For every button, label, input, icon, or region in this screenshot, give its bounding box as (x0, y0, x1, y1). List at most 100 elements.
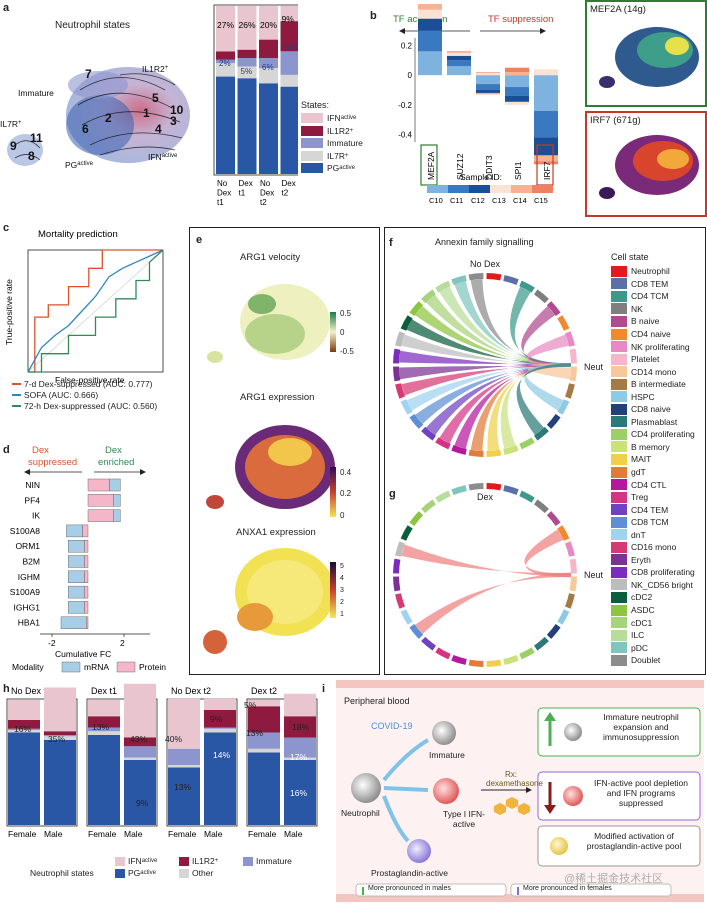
x-tick-label: Male (124, 829, 143, 839)
cell-state-swatch (611, 403, 627, 415)
sample-id: C12 (471, 196, 485, 205)
y-tick-label: 0.2 (401, 41, 413, 50)
chord-sector (421, 636, 436, 651)
cell-state-name: pDC (631, 642, 649, 653)
umap-state-annotations: IL1R2+ Immature IL7R+ PGactive IFNactive (0, 64, 178, 170)
cell-state-item: ASDC (611, 604, 695, 617)
bar-segment (534, 155, 558, 162)
bar-segment (8, 700, 40, 720)
chord-sector (395, 541, 405, 557)
bar-segment (284, 693, 316, 717)
chord-sector (503, 655, 519, 665)
x-tick-label: t1 (217, 198, 224, 207)
group-title: No Dex t1 (11, 686, 51, 696)
bar-segment (8, 732, 40, 825)
cell-state-swatch (611, 453, 627, 465)
arg1-expression-title: ARG1 expression (240, 392, 315, 403)
gene-label: SUZ12 (455, 153, 465, 180)
legend-item: IL1R2 + (301, 125, 363, 138)
peripheral-blood-label: Peripheral blood (344, 696, 410, 706)
chord-sector (486, 449, 502, 457)
mrna-bar (67, 601, 85, 614)
bar-segment (237, 6, 257, 50)
x-tick-label: t2 (282, 189, 289, 198)
irf7-umap-label: IRF7 (671g) (590, 115, 641, 126)
chord-ribbon (487, 363, 571, 451)
legend-label: Immature (327, 138, 363, 149)
neutrophil-states-legend: IFN active IL1R2 + Immature PG active Other (115, 855, 315, 879)
expression-colorbar (330, 467, 336, 517)
panel-a-title: Neutrophil states (55, 20, 131, 31)
bar-segment (259, 68, 278, 84)
bar-segment (505, 67, 529, 73)
cell-state-item: Doublet (611, 654, 695, 667)
chord-sector (393, 348, 401, 364)
bar-segment (284, 737, 316, 758)
bar-segment (534, 137, 558, 156)
legend-swatch (301, 150, 323, 161)
annot-ifn: IFN (148, 152, 162, 162)
enriched-arrowhead (140, 469, 146, 475)
anxa1-expression-umap (203, 548, 335, 654)
bar-segment (44, 687, 76, 732)
roc-legend-line (12, 404, 21, 407)
cell-state-name: CD4 TEM (631, 504, 669, 515)
chord-sector (393, 558, 401, 574)
chord-sector (468, 449, 484, 457)
dexamethasone-icon (494, 797, 530, 815)
bar-segment (476, 84, 500, 90)
x-tick-label: Male (284, 829, 303, 839)
chord-ribbon (454, 281, 571, 367)
roc-legend: 7-d Dex-suppressed (AUC: 0.777) SOFA (AUC… (12, 378, 157, 411)
data-label: 18% (292, 722, 309, 732)
roc-legend-text: SOFA (AUC: 0.666) (24, 389, 99, 400)
state-legend-swatch (243, 856, 253, 866)
chord-sector (393, 366, 401, 382)
states-legend-title: States: (301, 100, 330, 110)
bar-segment (216, 63, 235, 77)
protein-bar (85, 616, 89, 629)
bar-segment (534, 161, 558, 165)
bar-segment (248, 700, 280, 707)
chord-sector (400, 399, 413, 415)
x-tick-label: No (260, 179, 271, 188)
cell-state-swatch (611, 479, 627, 491)
x-axis-label: False-positive rate (55, 375, 125, 385)
cell-state-swatch (611, 303, 627, 315)
roc-curve (28, 249, 164, 373)
annexin-title: Annexin family signalling (435, 237, 534, 247)
state-legend-swatch (179, 856, 189, 866)
suppression-arrowhead (540, 28, 546, 34)
sample-swatch (511, 185, 532, 193)
cell-state-name: CD8 naive (631, 404, 671, 415)
state-legend-label: Immature (256, 856, 292, 866)
modality-label: Modality (12, 662, 44, 672)
bar-segment (534, 75, 558, 111)
chord-ribbon (470, 363, 571, 451)
expression-scale-bottom: 0 (340, 511, 345, 520)
roc-frame (27, 249, 164, 373)
bar-segment (259, 6, 278, 40)
bar-segment (476, 72, 500, 76)
cell-state-name: Neutrophil (631, 266, 670, 277)
cell-state-name: cDC2 (631, 592, 653, 603)
protein-bar (84, 555, 89, 568)
expression-scale-top: 0.4 (340, 468, 352, 477)
bar-segment (418, 30, 442, 52)
prostaglandin-cell-icon (407, 839, 431, 863)
chord-sector (395, 593, 405, 609)
gene-label: SPI1 (513, 161, 523, 180)
data-label: 13% (174, 782, 191, 792)
cell-state-name: Treg (631, 492, 649, 503)
cluster-label-7: 7 (85, 67, 92, 81)
sample-id-label: Sample ID: (460, 172, 502, 182)
x-tick-label: -2 (48, 638, 56, 648)
bar-segment (8, 720, 40, 729)
roc-legend-item: 7-d Dex-suppressed (AUC: 0.777) (12, 378, 157, 389)
umap-cluster-labels: 1 2 3 4 5 6 7 8 9 10 11 (10, 67, 184, 163)
roc-legend-item: SOFA (AUC: 0.666) (12, 389, 157, 400)
differentiation-arrows (382, 738, 430, 843)
chord-sector (519, 437, 535, 450)
gene-label: NIN (25, 480, 40, 490)
